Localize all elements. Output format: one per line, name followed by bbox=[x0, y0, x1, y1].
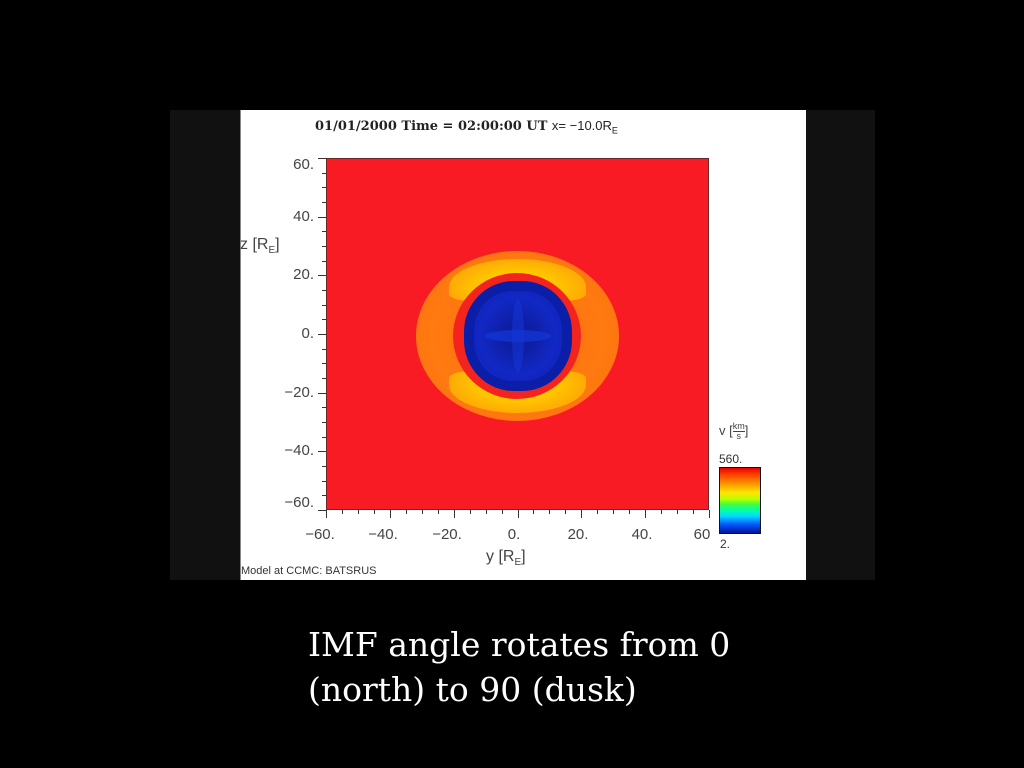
y-minor-tick bbox=[322, 231, 326, 232]
x-tick-label: 20. bbox=[567, 526, 589, 543]
x-minor-tick bbox=[470, 510, 471, 514]
y-tick-label: 60. bbox=[293, 156, 314, 173]
x-minor-tick bbox=[422, 510, 423, 514]
y-minor-tick bbox=[322, 290, 326, 291]
title-date: 01/01/2000 bbox=[315, 119, 397, 134]
figure-title: 01/01/2000 Time = 02:00:00 UT x= −10.0RE bbox=[315, 118, 618, 136]
x-tick-label: −60. bbox=[305, 526, 335, 543]
y-minor-tick bbox=[322, 246, 326, 247]
core-vertical-feature bbox=[512, 299, 524, 373]
colorbar-min: 2. bbox=[720, 537, 731, 551]
x-minor-tick bbox=[342, 510, 343, 514]
y-tick-label: 0. bbox=[301, 325, 314, 342]
y-tick-label: 40. bbox=[293, 208, 314, 225]
velocity-contour-plot bbox=[326, 158, 709, 510]
colorbar bbox=[719, 467, 761, 534]
x-minor-tick bbox=[502, 510, 503, 514]
x-minor-tick bbox=[486, 510, 487, 514]
x-minor-tick bbox=[693, 510, 694, 514]
x-major-tick bbox=[709, 510, 710, 518]
x-tick-label: 40. bbox=[631, 526, 653, 543]
y-minor-tick bbox=[322, 187, 326, 188]
x-minor-tick bbox=[565, 510, 566, 514]
y-minor-tick bbox=[322, 495, 326, 496]
y-minor-tick bbox=[322, 407, 326, 408]
x-minor-tick bbox=[358, 510, 359, 514]
colorbar-max: 560. bbox=[719, 452, 743, 466]
x-minor-tick bbox=[406, 510, 407, 514]
x-minor-tick bbox=[613, 510, 614, 514]
y-tick-label: −60. bbox=[284, 494, 314, 511]
y-tick-label: −40. bbox=[284, 442, 314, 459]
y-minor-tick bbox=[322, 173, 326, 174]
model-credit: Model at CCMC: BATSRUS bbox=[241, 565, 377, 577]
y-major-tick bbox=[318, 217, 326, 218]
y-minor-tick bbox=[322, 305, 326, 306]
y-major-tick bbox=[318, 158, 326, 159]
x-axis-title: y [RE] bbox=[486, 548, 526, 569]
x-minor-tick bbox=[597, 510, 598, 514]
x-major-tick bbox=[518, 510, 519, 518]
y-minor-tick bbox=[322, 422, 326, 423]
x-minor-tick bbox=[533, 510, 534, 514]
y-major-tick bbox=[318, 334, 326, 335]
x-minor-tick bbox=[438, 510, 439, 514]
y-major-tick bbox=[318, 510, 326, 511]
y-axis-title: z [RE] bbox=[240, 236, 280, 257]
y-minor-tick bbox=[322, 437, 326, 438]
x-major-tick bbox=[326, 510, 327, 518]
y-minor-tick bbox=[322, 481, 326, 482]
x-minor-tick bbox=[629, 510, 630, 514]
title-xpos: x= −10.0RE bbox=[551, 118, 618, 136]
slide-caption: IMF angle rotates from 0 (north) to 90 (… bbox=[308, 622, 828, 712]
y-major-tick bbox=[318, 451, 326, 452]
y-minor-tick bbox=[322, 261, 326, 262]
y-minor-tick bbox=[322, 378, 326, 379]
x-minor-tick bbox=[374, 510, 375, 514]
x-major-tick bbox=[581, 510, 582, 518]
y-minor-tick bbox=[322, 466, 326, 467]
title-time: Time = 02:00:00 UT bbox=[401, 119, 548, 134]
y-minor-tick bbox=[322, 349, 326, 350]
x-major-tick bbox=[645, 510, 646, 518]
y-tick-label: −20. bbox=[284, 384, 314, 401]
x-minor-tick bbox=[677, 510, 678, 514]
x-major-tick bbox=[454, 510, 455, 518]
y-minor-tick bbox=[322, 319, 326, 320]
x-major-tick bbox=[390, 510, 391, 518]
x-tick-label: 0. bbox=[507, 526, 521, 543]
x-minor-tick bbox=[661, 510, 662, 514]
colorbar-label: v [km s] bbox=[719, 421, 749, 441]
y-minor-tick bbox=[322, 363, 326, 364]
y-major-tick bbox=[318, 393, 326, 394]
y-major-tick bbox=[318, 275, 326, 276]
x-tick-label: −20. bbox=[432, 526, 462, 543]
caption-line-1: IMF angle rotates from 0 bbox=[308, 625, 731, 664]
x-tick-label: 60 bbox=[693, 526, 711, 543]
x-minor-tick bbox=[549, 510, 550, 514]
caption-line-2: (north) to 90 (dusk) bbox=[308, 670, 637, 709]
x-tick-label: −40. bbox=[368, 526, 398, 543]
y-minor-tick bbox=[322, 202, 326, 203]
y-tick-label: 20. bbox=[293, 266, 314, 283]
